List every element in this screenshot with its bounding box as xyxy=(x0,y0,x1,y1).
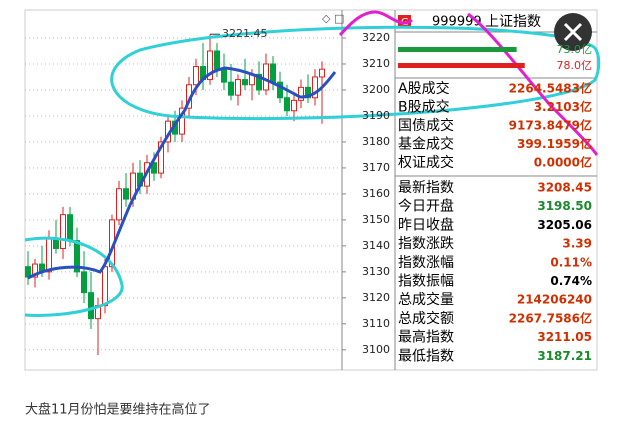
row-value: 0.11% xyxy=(550,255,592,269)
candle-body xyxy=(312,76,318,99)
row-value: 0.74% xyxy=(550,274,592,288)
y-tick-label: 3200 xyxy=(362,83,390,96)
volume-bar-label: 73.0亿 xyxy=(557,43,593,56)
candle-body xyxy=(116,188,122,221)
trend-curve xyxy=(27,66,337,280)
row-label: 国债成交 xyxy=(398,117,454,134)
y-tick-label: 3150 xyxy=(362,213,390,226)
stock-name: 上证指数 xyxy=(485,14,541,30)
y-tick-label: 3130 xyxy=(362,265,390,278)
y-tick-label: 3180 xyxy=(362,135,390,148)
volume-bar xyxy=(398,47,517,52)
row-value: 3211.05 xyxy=(537,330,592,344)
volume-bar xyxy=(398,63,525,68)
close-icon[interactable] xyxy=(563,22,583,42)
y-tick-label: 3120 xyxy=(362,291,390,304)
candle-body xyxy=(32,263,38,278)
candle-body xyxy=(277,81,283,99)
row-label: 昨日收盘 xyxy=(398,216,454,233)
candle-body xyxy=(193,66,199,86)
candle-body xyxy=(228,81,234,96)
candle-body xyxy=(81,271,87,294)
close-button[interactable] xyxy=(554,13,592,51)
row-label: 最低指数 xyxy=(398,348,454,364)
row-label: 指数涨跌 xyxy=(398,236,454,252)
candle-body xyxy=(74,240,80,273)
candle-body xyxy=(179,107,185,135)
candle-body xyxy=(214,50,220,70)
candle-body xyxy=(298,86,304,101)
row-value: 0.0000亿 xyxy=(534,155,592,170)
annotations xyxy=(24,10,601,317)
y-tick-label: 3170 xyxy=(362,161,390,174)
y-tick-label: 3110 xyxy=(362,317,390,330)
row-label: 最高指数 xyxy=(398,329,454,346)
candle-body xyxy=(235,79,241,96)
candle-body xyxy=(102,266,108,307)
candle-body xyxy=(263,63,269,91)
candle-body xyxy=(88,292,94,320)
candle-body xyxy=(60,214,66,249)
icon-diamond: ◇ xyxy=(322,12,331,25)
candle-body xyxy=(242,79,248,86)
row-label: 基金成交 xyxy=(398,136,454,153)
high-label: 3221.45 xyxy=(222,27,268,40)
row-label: 今日开盘 xyxy=(398,198,454,215)
y-tick-label: 3220 xyxy=(362,31,390,44)
row-label: 权证成交 xyxy=(398,154,454,171)
row-value: 3.2103亿 xyxy=(534,99,592,114)
candle-body xyxy=(207,50,213,81)
y-tick-label: 3100 xyxy=(362,343,390,356)
candle-body xyxy=(284,97,290,112)
row-value: 214206240 xyxy=(517,293,592,307)
row-value: 3187.21 xyxy=(537,349,592,363)
stock-code: 999999 xyxy=(432,15,482,30)
caption: 大盘11月份怕是要维持在高位了 xyxy=(25,402,211,418)
row-value: 9173.8479亿 xyxy=(509,118,592,133)
candle-body xyxy=(123,188,129,200)
y-tick-label: 3210 xyxy=(362,57,390,70)
row-label: 总成交额 xyxy=(398,310,454,327)
y-tick-label: 3140 xyxy=(362,239,390,252)
row-label: B股成交 xyxy=(398,99,450,116)
candle-body xyxy=(151,162,157,174)
candle-body xyxy=(319,68,325,78)
y-tick-label: 3160 xyxy=(362,187,390,200)
row-value: 2264.5483亿 xyxy=(509,81,592,96)
candle-body xyxy=(291,99,297,112)
highlight-ellipse xyxy=(110,25,601,121)
row-label: 指数涨幅 xyxy=(398,255,454,271)
candle-body xyxy=(256,73,262,91)
trend-curve xyxy=(338,10,599,156)
row-value: 3.39 xyxy=(562,237,592,251)
row-label: A股成交 xyxy=(398,80,450,97)
row-value: 3208.45 xyxy=(537,181,592,195)
row-label: 最新指数 xyxy=(398,180,454,196)
row-value: 2267.7586亿 xyxy=(509,310,592,325)
y-tick-label: 3190 xyxy=(362,109,390,122)
row-label: 指数振幅 xyxy=(398,274,454,290)
candle-body xyxy=(305,86,311,99)
row-value: 3198.50 xyxy=(537,199,592,213)
candle-body xyxy=(67,214,73,242)
row-value: 399.1959亿 xyxy=(517,136,592,151)
row-value: 3205.06 xyxy=(537,218,592,232)
candle-body xyxy=(270,63,276,83)
candle-body xyxy=(158,141,164,174)
icon-square: □ xyxy=(334,12,344,25)
row-label: 总成交量 xyxy=(398,291,454,308)
highlight-ellipse xyxy=(24,236,124,317)
candle-body xyxy=(221,68,227,83)
volume-bar-label: 78.0亿 xyxy=(557,59,593,72)
candle-body xyxy=(46,237,52,273)
